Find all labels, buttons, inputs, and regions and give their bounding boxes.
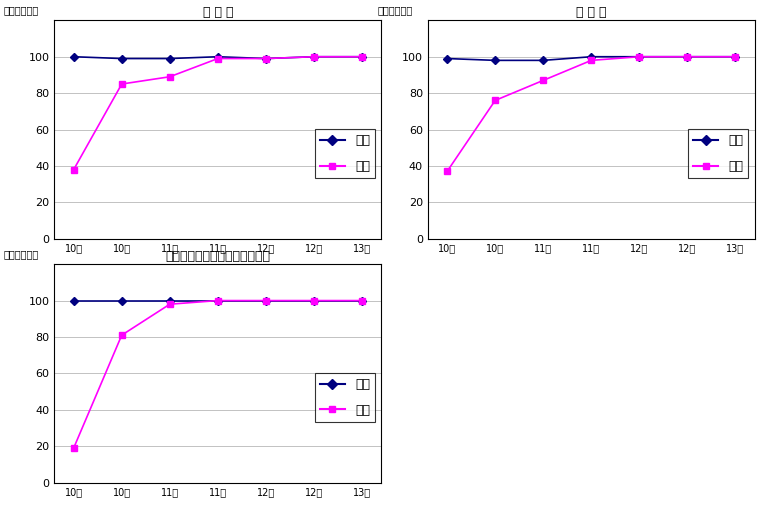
Legend: 国旗, 国歌: 国旗, 国歌 bbox=[689, 130, 748, 178]
Title: 中 学 校: 中 学 校 bbox=[576, 6, 607, 19]
Title: 高等学校・盲・ろう・養護学校: 高等学校・盲・ろう・養護学校 bbox=[166, 250, 270, 263]
Text: 実施率（％）: 実施率（％） bbox=[377, 5, 412, 15]
Legend: 国旗, 国歌: 国旗, 国歌 bbox=[315, 373, 375, 422]
Text: 実施率（％）: 実施率（％） bbox=[4, 5, 39, 15]
Title: 小 学 校: 小 学 校 bbox=[202, 6, 233, 19]
Legend: 国旗, 国歌: 国旗, 国歌 bbox=[315, 130, 375, 178]
Text: 実施率（％）: 実施率（％） bbox=[4, 249, 39, 259]
